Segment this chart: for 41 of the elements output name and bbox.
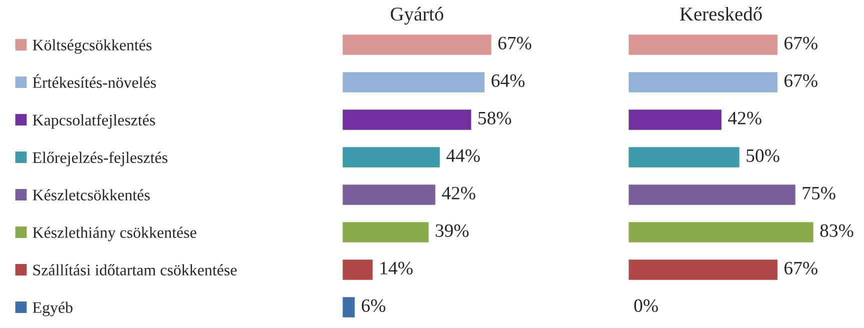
data-label: 64% [492,74,525,88]
bar [342,146,442,169]
bar [342,183,437,206]
y-tick-label: Költségcsökkentés [32,39,152,54]
chart-title: Gyártó [390,6,444,25]
bar [628,33,779,56]
bar [342,296,356,319]
bar [342,108,473,132]
data-label: 50% [746,149,780,162]
bar [342,258,374,282]
bar [628,220,814,244]
y-tick-label: Előrejelzés-fejlesztés [32,152,168,166]
data-label: 75% [802,186,836,200]
bar [342,33,492,56]
data-label: 44% [446,149,480,162]
data-label: 67% [784,36,818,50]
bar [628,146,741,169]
y-tick-label: Értékesítés-növelés [32,74,156,88]
bar [342,70,486,94]
y-tick-label: Kapcsolatfejlesztés [32,114,155,129]
data-label: 14% [380,262,413,275]
y-tick-label: Készletcsökkentés [32,189,150,200]
data-label: 67% [498,36,532,50]
data-label: 83% [820,224,854,238]
data-label: 6% [362,299,386,312]
bar [628,183,797,206]
y-tick-label: Egyéb [32,302,72,316]
bar [342,220,430,244]
data-label: 42% [442,186,476,200]
chart-title: Kereskedő [680,6,762,21]
data-label: 58% [478,112,512,125]
data-label: 42% [728,112,762,125]
data-label: 67% [784,262,818,275]
data-label: 0% [634,299,658,312]
y-tick-label: Készlethiány csökkentése [32,226,196,242]
data-label: 39% [436,224,469,238]
bar [628,70,779,94]
bar [628,258,779,282]
y-tick-label: Szállítási időtartam csökkentése [33,264,237,276]
data-label: 67% [784,74,818,88]
bar [628,108,723,132]
